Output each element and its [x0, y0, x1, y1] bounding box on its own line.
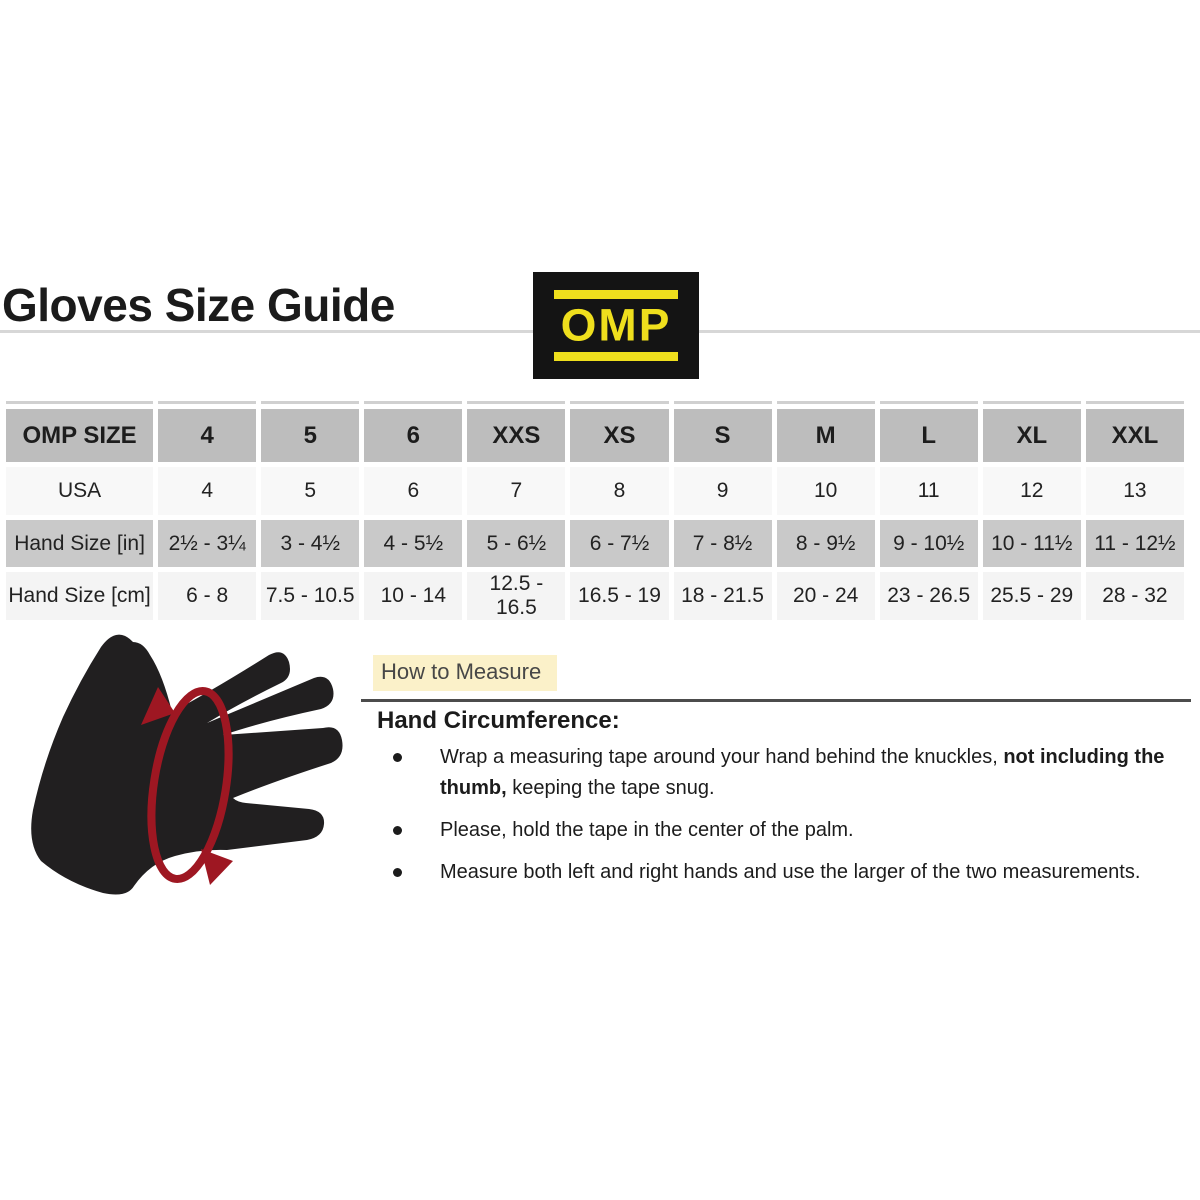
table-cell: USA — [6, 467, 154, 515]
table-cell: 3 - 4½ — [261, 520, 360, 567]
table-header-cell: XL — [982, 409, 1081, 462]
table-cell: Hand Size [cm] — [6, 572, 154, 620]
table-cell: 11 — [879, 467, 978, 515]
table-header-cell: M — [776, 409, 875, 462]
table-cell: 16.5 - 19 — [570, 572, 669, 620]
table-cell: 6 — [364, 467, 463, 515]
table-cell: 7.5 - 10.5 — [261, 572, 360, 620]
table-cell: 2½ - 3¼ — [158, 520, 257, 567]
table-cell: 28 - 32 — [1085, 572, 1184, 620]
table-cell: 9 - 10½ — [879, 520, 978, 567]
table-header-cell: 4 — [158, 409, 257, 462]
hand-silhouette — [31, 634, 343, 895]
table-header-cell: OMP SIZE — [6, 409, 154, 462]
table-cell: 10 - 11½ — [982, 520, 1081, 567]
instruction-text: Please, hold the tape in the center of t… — [440, 819, 854, 841]
table-header-cell: S — [673, 409, 772, 462]
table-cell — [261, 401, 360, 404]
table-row-hand-size-cm: Hand Size [cm] 6 - 8 7.5 - 10.5 10 - 14 12.5… — [6, 572, 1184, 620]
hand-circumference-heading: Hand Circumference: — [377, 707, 620, 734]
instruction-item: Measure both left and right hands and us… — [391, 857, 1197, 888]
table-cell: 8 - 9½ — [776, 520, 875, 567]
instruction-item: Please, hold the tape in the center of t… — [391, 815, 1197, 846]
table-cell — [570, 401, 669, 404]
table-header-cell: 6 — [364, 409, 463, 462]
table-cell: 12.5 - 16.5 — [467, 572, 566, 620]
instruction-text: Wrap a measuring tape around your hand b… — [440, 746, 1165, 799]
table-cell — [467, 401, 566, 404]
table-row-hand-size-in: Hand Size [in] 2½ - 3¼ 3 - 4½ 4 - 5½ 5 - 6½ 6… — [6, 520, 1184, 567]
measure-arrow — [141, 687, 233, 885]
table-cell: 18 - 21.5 — [673, 572, 772, 620]
table-cell — [364, 401, 463, 404]
table-cell: Hand Size [in] — [6, 520, 154, 567]
measuring-instructions-list: Wrap a measuring tape around your hand b… — [391, 742, 1197, 899]
table-cell: 13 — [1085, 467, 1184, 515]
how-to-measure-heading: How to Measure — [373, 655, 558, 691]
table-header-cell: L — [879, 409, 978, 462]
instruction-item: Wrap a measuring tape around your hand b… — [391, 742, 1197, 804]
section-rule — [361, 699, 1191, 702]
omp-logo-top-bar — [554, 290, 678, 299]
table-cell: 4 — [158, 467, 257, 515]
table-cell: 9 — [673, 467, 772, 515]
table-cell: 5 - 6½ — [467, 520, 566, 567]
table-cell: 20 - 24 — [776, 572, 875, 620]
table-cell — [673, 401, 772, 404]
table-cell: 11 - 12½ — [1085, 520, 1184, 567]
table-row-usa: USA 4 5 6 7 8 9 10 11 12 13 — [6, 467, 1184, 515]
table-cell: 6 - 7½ — [570, 520, 669, 567]
table-cell: 7 - 8½ — [673, 520, 772, 567]
table-cell: 6 - 8 — [158, 572, 257, 620]
table-cell — [1085, 401, 1184, 404]
instruction-text: Measure both left and right hands and us… — [440, 861, 1141, 883]
table-cell: 4 - 5½ — [364, 520, 463, 567]
bullet-icon — [393, 868, 402, 877]
table-cell: 25.5 - 29 — [982, 572, 1081, 620]
bullet-icon — [393, 826, 402, 835]
omp-logo-bottom-bar — [554, 352, 678, 361]
bullet-icon — [393, 753, 402, 762]
omp-logo-text: OMP — [560, 299, 672, 351]
table-cell — [158, 401, 257, 404]
arrowhead-top — [141, 687, 175, 725]
size-table: OMP SIZE 4 5 6 XXS XS S M L XL XXL USA 4 5 6 7 8 9 10 11 12 1… — [1, 396, 1189, 625]
table-cell — [982, 401, 1081, 404]
table-header-cell: XXS — [467, 409, 566, 462]
arrowhead-bottom — [201, 849, 233, 885]
table-cell: 12 — [982, 467, 1081, 515]
table-header-cell: XXL — [1085, 409, 1184, 462]
table-header-row: OMP SIZE 4 5 6 XXS XS S M L XL XXL — [6, 409, 1184, 462]
omp-logo: OMP — [533, 272, 699, 379]
table-cell: 10 - 14 — [364, 572, 463, 620]
table-cell — [776, 401, 875, 404]
page-title: Gloves Size Guide — [2, 279, 395, 331]
table-top-strip — [6, 401, 1184, 404]
table-cell: 10 — [776, 467, 875, 515]
hand-measure-illustration — [31, 634, 343, 895]
table-cell: 5 — [261, 467, 360, 515]
table-cell: 23 - 26.5 — [879, 572, 978, 620]
table-cell: 7 — [467, 467, 566, 515]
table-cell — [6, 401, 154, 404]
table-header-cell: 5 — [261, 409, 360, 462]
table-cell: 8 — [570, 467, 669, 515]
table-header-cell: XS — [570, 409, 669, 462]
table-cell — [879, 401, 978, 404]
